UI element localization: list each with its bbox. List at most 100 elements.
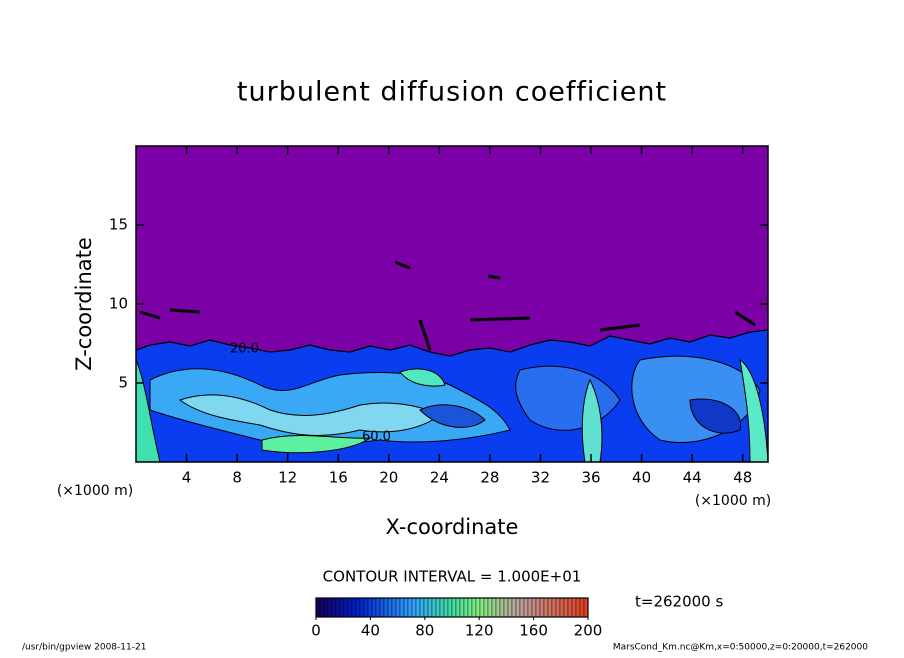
- x-tick-label: 44: [683, 469, 702, 487]
- colorbar-cell: [407, 597, 413, 618]
- y-tick-label: 5: [118, 374, 128, 392]
- colorbar-cell: [495, 597, 501, 618]
- colorbar-cell: [379, 597, 385, 618]
- colorbar-cell: [479, 597, 485, 618]
- colorbar-cell: [431, 597, 437, 618]
- colorbar-tick-label: 200: [574, 622, 603, 640]
- x-tick-label: 8: [232, 469, 242, 487]
- colorbar-cell: [419, 597, 425, 618]
- colorbar-tick-label: 80: [415, 622, 434, 640]
- colorbar-cell: [435, 597, 441, 618]
- contour-field: [136, 260, 768, 462]
- colorbar-cell: [483, 597, 489, 618]
- colorbar-cell: [563, 597, 569, 618]
- colorbar-frame: [315, 597, 589, 618]
- colorbar-cell: [391, 597, 397, 618]
- colorbar-cell: [439, 597, 445, 618]
- colorbar-cell: [539, 597, 545, 618]
- colorbar-tick-label: 160: [519, 622, 548, 640]
- x-tick-label: 40: [632, 469, 651, 487]
- colorbar-cell: [331, 597, 337, 618]
- colorbar-cell: [323, 597, 329, 618]
- colorbar-cell: [347, 597, 353, 618]
- footer-right: MarsCond_Km.nc@Km,x=0:50000,z=0:20000,t=…: [613, 643, 868, 653]
- contour-label: 60.0: [362, 430, 391, 445]
- colorbar-cell: [575, 597, 581, 618]
- colorbar-cell: [383, 597, 389, 618]
- colorbar-cell: [531, 597, 537, 618]
- colorbar-cell: [523, 597, 529, 618]
- y-tick-label: 15: [109, 216, 128, 234]
- colorbar-cell: [471, 597, 477, 618]
- colorbar-cell: [459, 597, 465, 618]
- colorbar-cell: [503, 597, 509, 618]
- contour-label: 20.0: [230, 342, 259, 357]
- x-tick-label: 16: [329, 469, 348, 487]
- colorbar-cell: [403, 597, 409, 618]
- time-label: t=262000 s: [635, 593, 723, 611]
- colorbar-cell: [515, 597, 521, 618]
- colorbar-cell: [327, 597, 333, 618]
- colorbar-cell: [455, 597, 461, 618]
- x-tick-label: 4: [182, 469, 192, 487]
- x-tick-label: 32: [531, 469, 550, 487]
- colorbar-cell: [547, 597, 553, 618]
- colorbar-cell: [359, 597, 365, 618]
- colorbar-cell: [387, 597, 393, 618]
- colorbar-cell: [399, 597, 405, 618]
- colorbar-cell: [395, 597, 401, 618]
- x-tick-label: 28: [480, 469, 499, 487]
- colorbar-cell: [355, 597, 361, 618]
- chart-title: turbulent diffusion coefficient: [237, 77, 667, 108]
- x-tick-label: 24: [430, 469, 449, 487]
- colorbar-tick-label: 40: [361, 622, 380, 640]
- colorbar-cell: [491, 597, 497, 618]
- colorbar-cell: [567, 597, 573, 618]
- colorbar-cell: [371, 597, 377, 618]
- colorbar-cell: [447, 597, 453, 618]
- colorbar-cell: [427, 597, 433, 618]
- colorbar-cell: [339, 597, 345, 618]
- colorbar-cell: [571, 597, 577, 618]
- colorbar-cell: [467, 597, 473, 618]
- colorbar-cell: [343, 597, 349, 618]
- colorbar-cell: [335, 597, 341, 618]
- colorbar-tick-label: 0: [311, 622, 321, 640]
- colorbar-cell: [535, 597, 541, 618]
- colorbar-cell: [559, 597, 565, 618]
- colorbar-cell: [555, 597, 561, 618]
- footer-left: /usr/bin/gpview 2008-11-21: [22, 643, 146, 653]
- colorbar-cell: [351, 597, 357, 618]
- colorbar-cell: [579, 597, 585, 618]
- colorbar-cell: [487, 597, 493, 618]
- colorbar-cell: [463, 597, 469, 618]
- colorbar-cell: [475, 597, 481, 618]
- x-tick-label: 20: [379, 469, 398, 487]
- colorbar-cell: [363, 597, 369, 618]
- colorbar-cell: [451, 597, 457, 618]
- colorbar-cell: [367, 597, 373, 618]
- colorbar-cell: [511, 597, 517, 618]
- x-tick-label: 36: [581, 469, 600, 487]
- colorbar-tick-label: 120: [465, 622, 494, 640]
- colorbar-cell: [527, 597, 533, 618]
- y-axis-label: Z-coordinate: [72, 237, 96, 371]
- contour-interval: CONTOUR INTERVAL = 1.000E+01: [323, 568, 582, 586]
- colorbar-cell: [551, 597, 557, 618]
- x-unit-label: (×1000 m): [695, 493, 771, 509]
- x-axis-label: X-coordinate: [386, 515, 519, 539]
- x-tick-label: 12: [278, 469, 297, 487]
- colorbar-cell: [411, 597, 417, 618]
- colorbar-cell: [499, 597, 505, 618]
- y-unit-label: (×1000 m): [57, 483, 133, 499]
- x-tick-label: 48: [733, 469, 752, 487]
- colorbar-cell: [507, 597, 513, 618]
- colorbar-cell: [423, 597, 429, 618]
- colorbar: 0 40 80 120 160 200: [311, 597, 603, 640]
- colorbar-cell: [443, 597, 449, 618]
- colorbar-cell: [415, 597, 421, 618]
- y-tick-label: 10: [109, 295, 128, 313]
